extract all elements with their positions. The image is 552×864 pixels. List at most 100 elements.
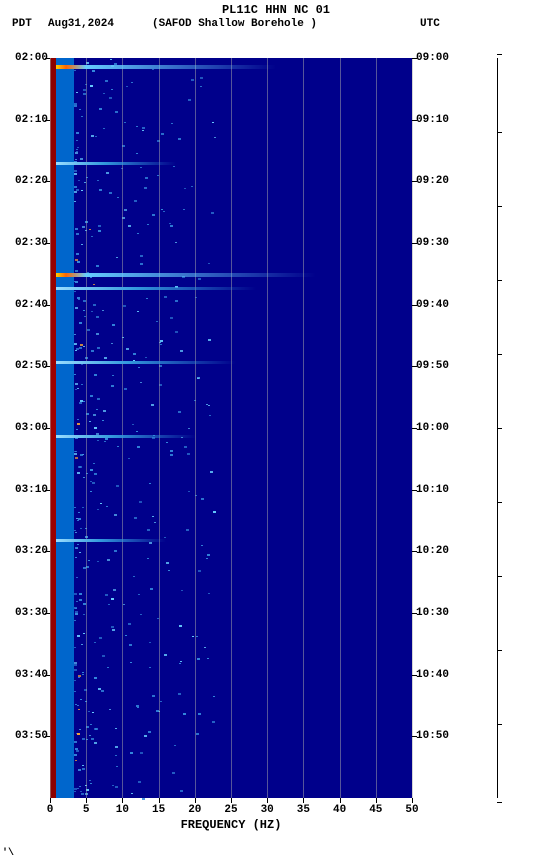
spectrogram-speckle <box>138 367 140 368</box>
spectrogram-speckle <box>178 411 181 413</box>
spectral-event-streak <box>56 361 236 364</box>
spectrogram-speckle <box>214 137 216 138</box>
spectrogram-speckle <box>77 423 80 425</box>
spectrogram-speckle <box>83 401 85 402</box>
spectrogram-speckle <box>208 339 211 341</box>
spectrogram-speckle <box>188 428 190 429</box>
spectrogram-speckle <box>99 637 102 639</box>
spectrogram-speckle <box>76 348 79 350</box>
spectrogram-speckle <box>148 731 151 733</box>
spectrogram-speckle <box>200 77 203 79</box>
spectrogram-speckle <box>77 472 80 474</box>
spectrogram-speckle <box>100 503 102 504</box>
spectrogram-speckle <box>94 677 97 679</box>
spectrogram-speckle <box>112 629 115 631</box>
spectrogram-speckle <box>108 604 110 605</box>
spectrogram-speckle <box>89 421 91 422</box>
spectrogram-speckle <box>109 97 112 99</box>
spectrogram-speckle <box>147 224 149 225</box>
spectrogram-speckle <box>173 166 175 167</box>
spectrogram-speckle <box>212 721 215 723</box>
spectrogram-speckle <box>152 214 155 216</box>
spectrogram-speckle <box>200 86 202 87</box>
spectrogram-speckle <box>104 357 107 359</box>
spectrogram-speckle <box>74 507 76 508</box>
spectrogram-speckle <box>103 128 105 129</box>
y-tick-right <box>412 366 417 367</box>
spectrogram-speckle <box>115 111 118 113</box>
spectrogram-speckle <box>74 173 77 175</box>
spectrogram-speckle <box>188 99 191 101</box>
grid-line-vertical <box>231 58 232 798</box>
spectrogram-speckle <box>196 636 198 637</box>
spectrogram-speckle <box>94 742 97 744</box>
spectrogram-speckle <box>144 187 147 189</box>
y-tick-label-right: 10:40 <box>416 669 462 681</box>
spectrogram-speckle <box>80 344 83 346</box>
spectrogram-speckle <box>161 209 163 210</box>
spectrogram-speckle <box>140 382 142 383</box>
y-tick-left <box>45 551 50 552</box>
spectrogram-speckle <box>187 453 190 455</box>
y-tick-label-left: 03:10 <box>2 484 48 496</box>
spectrogram-speckle <box>186 529 189 531</box>
spectrogram-speckle <box>76 151 78 152</box>
spectrogram-speckle <box>109 192 112 194</box>
spectrogram-speckle <box>142 798 145 800</box>
y-tick-left <box>45 305 50 306</box>
spectrogram-speckle <box>105 594 108 596</box>
spectrogram-speckle <box>164 537 166 538</box>
spectrogram-speckle <box>172 772 175 774</box>
spectrogram-speckle <box>96 265 99 267</box>
spectrogram-speckle <box>78 677 80 678</box>
spectrogram-speckle <box>125 635 127 636</box>
grid-line-vertical <box>340 58 341 798</box>
spectrogram-speckle <box>83 346 85 347</box>
station-label: (SAFOD Shallow Borehole ) <box>152 18 317 30</box>
spectrogram-speckle <box>184 446 187 448</box>
spectrogram-speckle <box>124 122 126 123</box>
spectrogram-speckle <box>117 446 119 447</box>
grid-line-vertical <box>50 58 51 798</box>
spectrogram-speckle <box>79 466 82 468</box>
spectral-event-streak <box>56 287 256 290</box>
spectrogram-speckle <box>213 511 216 513</box>
spectrogram-speckle <box>138 781 141 783</box>
spectrogram-speckle <box>79 599 82 601</box>
spectrogram-speckle <box>87 329 90 331</box>
spectrogram-speckle <box>78 299 80 300</box>
spectrogram-speckle <box>78 769 81 771</box>
spectrogram-speckle <box>191 79 194 81</box>
x-tick <box>412 798 413 803</box>
spectrogram-speckle <box>75 228 78 230</box>
spectrogram-speckle <box>116 766 118 767</box>
spectrogram-speckle <box>74 281 76 282</box>
spectrogram-speckle <box>75 557 77 558</box>
y-tick-label-left: 02:50 <box>2 360 48 372</box>
spectrogram-speckle <box>77 388 79 389</box>
spectrogram-speckle <box>74 593 77 595</box>
spectrogram-speckle <box>90 491 92 492</box>
spectrogram-speckle <box>74 680 76 681</box>
spectrogram-speckle <box>94 473 97 475</box>
spectrogram-speckle <box>97 561 99 562</box>
spectrogram-speckle <box>170 225 173 227</box>
spectrogram-speckle <box>201 545 203 546</box>
spectrogram-speckle <box>74 664 77 666</box>
spectrogram-speckle <box>154 522 156 523</box>
y-tick-label-right: 09:40 <box>416 299 462 311</box>
y-tick-label-left: 02:40 <box>2 299 48 311</box>
spectrogram-speckle <box>82 672 84 673</box>
spectrogram-speckle <box>136 153 138 154</box>
spectrogram-speckle <box>97 398 100 400</box>
spectrogram-speckle <box>117 197 119 198</box>
colorbar-tick <box>497 502 502 503</box>
spectrogram-speckle <box>130 752 133 754</box>
spectrogram-speckle <box>145 357 147 358</box>
spectrogram-speckle <box>82 507 84 508</box>
spectrogram-speckle <box>94 427 97 429</box>
spectrogram-speckle <box>115 755 117 756</box>
y-tick-right <box>412 58 417 59</box>
x-tick-label: 10 <box>116 804 129 816</box>
spectrogram-speckle <box>151 404 154 406</box>
